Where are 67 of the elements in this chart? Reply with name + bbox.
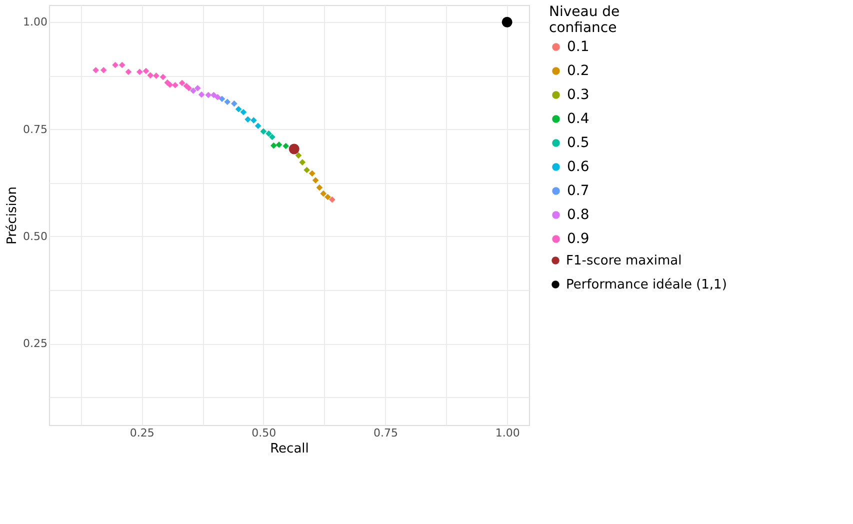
legend-label: 0.8 <box>567 207 590 223</box>
point <box>324 194 331 200</box>
point <box>186 84 192 92</box>
point <box>312 177 319 184</box>
point <box>205 92 212 98</box>
point <box>112 62 118 68</box>
point <box>160 74 166 80</box>
point <box>266 130 272 137</box>
point <box>282 142 289 150</box>
point <box>153 72 160 79</box>
legend-label: 0.5 <box>567 135 590 151</box>
point <box>304 166 310 174</box>
legend-label: 0.3 <box>567 87 590 103</box>
point <box>320 190 327 197</box>
point <box>198 91 205 98</box>
x-tick-label: 0.50 <box>252 426 276 440</box>
point <box>328 196 336 203</box>
point <box>502 16 512 28</box>
point <box>100 66 107 74</box>
legend-label: 0.4 <box>567 111 590 127</box>
y-tick-label: 1.00 <box>23 16 48 29</box>
point <box>260 128 267 135</box>
point <box>166 82 174 88</box>
x-tick-label: 0.25 <box>130 426 154 440</box>
point <box>308 170 316 177</box>
point <box>224 98 231 106</box>
x-tick-label: 1.00 <box>495 426 520 440</box>
legend-label: F1-score maximal <box>566 254 682 268</box>
legend-label: Performance idéale (1,1) <box>566 278 727 292</box>
point <box>92 66 99 74</box>
legend-label: 0.7 <box>567 183 590 199</box>
y-tick-label: 0.25 <box>23 337 48 350</box>
point <box>276 142 282 148</box>
point <box>172 82 178 88</box>
point <box>231 100 238 107</box>
y-tick-label: 0.50 <box>23 230 48 243</box>
legend-label: 0.2 <box>567 63 590 79</box>
point <box>270 142 277 149</box>
point <box>125 68 132 76</box>
point <box>295 152 302 159</box>
point <box>269 134 276 140</box>
point <box>118 62 126 68</box>
y-tick-label: 0.75 <box>23 122 48 136</box>
x-tick-label: 0.75 <box>373 426 398 440</box>
legend-title: Niveau de confiance <box>549 4 620 36</box>
point <box>142 68 150 74</box>
point <box>178 80 186 86</box>
point <box>147 72 154 78</box>
point <box>210 92 217 98</box>
legend-label: 0.9 <box>567 231 590 247</box>
point <box>288 144 300 154</box>
point <box>299 159 306 166</box>
y-axis-title: Précision <box>5 186 20 245</box>
point <box>214 94 221 100</box>
point <box>190 88 196 94</box>
point <box>235 106 242 112</box>
point <box>244 116 251 123</box>
x-axis-title: Recall <box>270 442 309 456</box>
point <box>240 108 247 116</box>
point <box>218 96 226 102</box>
point <box>194 84 201 92</box>
point <box>316 184 323 191</box>
legend-label: 0.6 <box>567 159 590 175</box>
point <box>254 122 262 130</box>
legend-label: 0.1 <box>567 39 590 55</box>
point <box>250 117 257 124</box>
point <box>136 68 143 76</box>
